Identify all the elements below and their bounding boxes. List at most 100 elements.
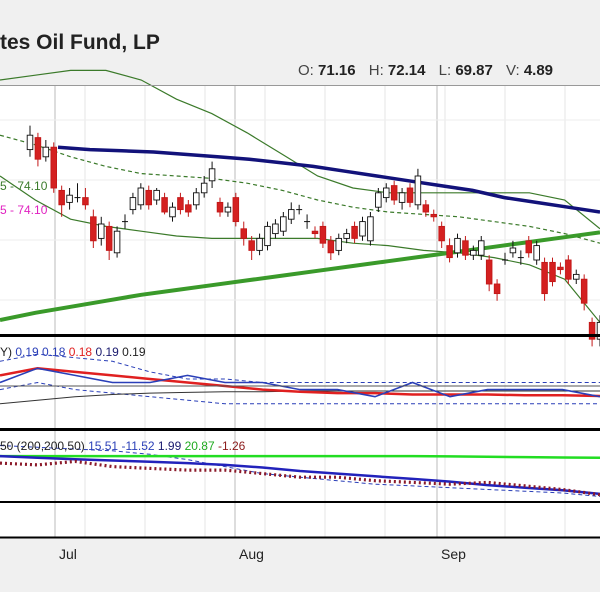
candle-body [580,278,588,304]
candle [596,315,600,347]
candle [272,219,279,239]
candle-body [82,197,89,206]
candle [192,188,200,210]
candle [26,125,34,157]
candle [113,226,121,258]
candle-body [470,249,477,256]
indicator1-value: 0.19 [95,345,122,359]
candle [502,252,508,265]
candle [208,161,216,188]
indicator2-value: 20.87 [185,439,218,453]
candle [42,140,50,162]
candle-body [454,237,461,254]
candle-body [422,204,430,213]
candle [549,257,556,287]
candle-body [343,233,350,239]
candle-body [185,204,192,213]
candle [406,183,414,208]
candle [398,188,406,210]
candle [66,188,73,210]
candle [90,209,97,248]
candle [367,212,374,246]
indicator1-value: 0.18 [42,345,69,359]
candle-body [541,261,548,295]
candle [565,255,572,284]
candle [588,317,596,347]
candle [390,180,398,205]
candle [105,221,113,260]
candle [446,238,453,263]
candle-body [137,187,145,206]
candle-body [367,216,374,242]
candle-body [153,189,160,201]
candle-body [485,259,493,285]
candle [122,214,128,229]
candle-body [525,240,533,254]
candle-body [462,240,469,256]
candle-body [177,197,184,211]
candle-body [90,216,97,242]
candle [280,212,287,236]
candle [288,202,295,224]
candle [200,176,208,198]
candle-body [34,137,42,160]
candle [50,142,58,193]
indicator1-value: 0.19 [15,345,42,359]
candle [248,236,255,260]
candle-body [129,197,137,211]
indicator2-blue-line [0,454,600,496]
candle [430,209,438,222]
candle-body [240,228,247,239]
candle [383,183,390,203]
candle [462,236,469,260]
high-value: 72.14 [387,62,426,79]
candle [493,279,501,301]
candle-body [596,321,600,340]
candle-body [438,225,445,242]
candle-body [169,206,176,218]
candle [509,240,517,258]
candle [470,245,477,260]
candle-body [573,273,580,280]
candle [533,240,540,265]
open-value: 71.16 [318,62,356,79]
candle-body [557,266,564,271]
candle [216,197,224,217]
candle-body [216,201,224,213]
candle-body [327,240,335,254]
candle-body [58,189,65,206]
candle [185,200,192,217]
candle-body [446,245,453,259]
candle-body [493,283,501,295]
indicator1-value: 0.19 [122,345,146,359]
candle-body [105,225,113,251]
candle [97,216,105,246]
candle-body [113,230,121,254]
candle [311,226,319,239]
indicator1-legend: Y) 0.19 0.18 0.18 0.19 0.19 [0,345,146,359]
candle-body [256,237,263,251]
candle-body [280,216,287,232]
candle-body [288,209,295,220]
candle [240,221,247,246]
candle [224,202,232,217]
candle [264,221,271,251]
candle [177,192,184,215]
candle [137,183,145,210]
low-label: L: [438,62,452,79]
candle [304,214,311,229]
candle [517,250,524,265]
candle-body [335,237,343,251]
candle [351,221,358,244]
candle [82,188,89,210]
indicator1-blue-line [0,367,600,398]
candle [129,192,137,215]
candle [580,274,588,311]
indicator2-value: 1.99 [158,439,185,453]
candle [34,132,42,167]
volume-label: V: [506,62,520,79]
candle-body [398,192,406,203]
candle-body [66,194,73,203]
candle [296,204,303,215]
